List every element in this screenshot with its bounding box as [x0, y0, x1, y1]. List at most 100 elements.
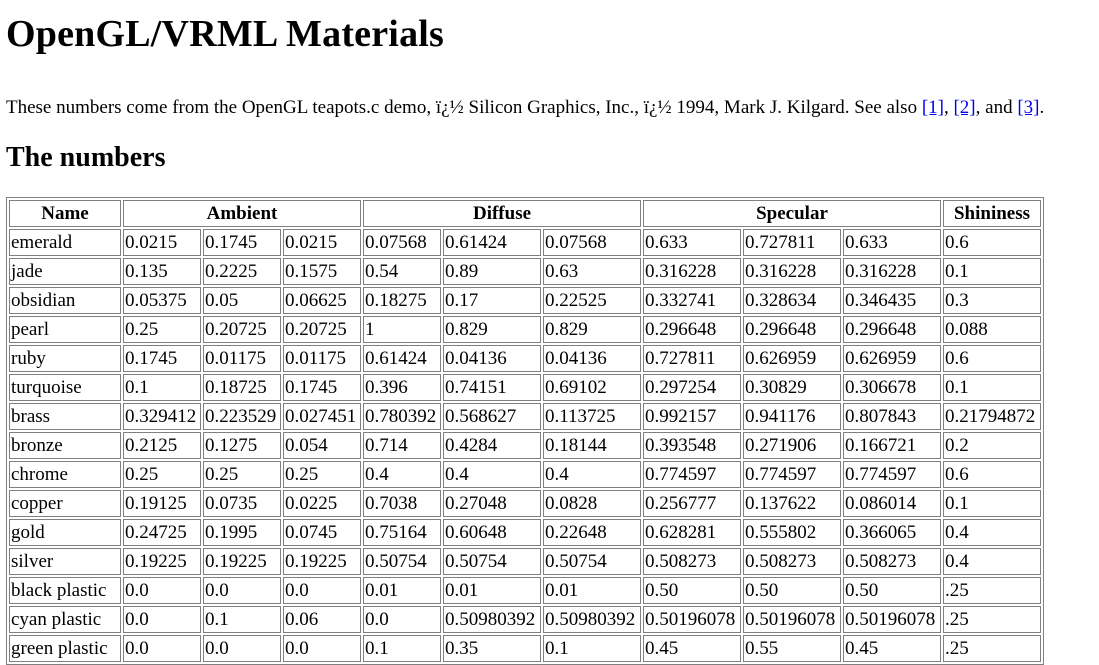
- cell-ambient-g: 0.223529: [203, 403, 281, 430]
- cell-diffuse-r: 0.396: [363, 374, 441, 401]
- cell-ambient-r: 0.329412: [123, 403, 201, 430]
- table-body: emerald 0.0215 0.1745 0.0215 0.07568 0.61424 0…: [9, 229, 1041, 662]
- cell-diffuse-b: 0.07568: [543, 229, 641, 256]
- cell-diffuse-r: 0.714: [363, 432, 441, 459]
- cell-ambient-g: 0.19225: [203, 548, 281, 575]
- cell-ambient-r: 0.1745: [123, 345, 201, 372]
- cell-diffuse-b: 0.18144: [543, 432, 641, 459]
- cell-diffuse-b: 0.04136: [543, 345, 641, 372]
- cell-ambient-g: 0.1995: [203, 519, 281, 546]
- cell-diffuse-r: 0.780392: [363, 403, 441, 430]
- cell-specular-b: 0.508273: [843, 548, 941, 575]
- cell-specular-g: 0.941176: [743, 403, 841, 430]
- cell-diffuse-b: 0.69102: [543, 374, 641, 401]
- cell-diffuse-r: 0.1: [363, 635, 441, 662]
- cell-name: pearl: [9, 316, 121, 343]
- cell-ambient-r: 0.25: [123, 461, 201, 488]
- cell-diffuse-r: 0.50754: [363, 548, 441, 575]
- reference-link-3[interactable]: [3]: [1017, 97, 1040, 118]
- cell-specular-b: 0.45: [843, 635, 941, 662]
- cell-ambient-b: 0.054: [283, 432, 361, 459]
- table-row: copper 0.19125 0.0735 0.0225 0.7038 0.27048 0.…: [9, 490, 1041, 517]
- cell-specular-r: 0.727811: [643, 345, 741, 372]
- cell-shininess: .25: [943, 635, 1041, 662]
- cell-ambient-b: 0.0745: [283, 519, 361, 546]
- cell-ambient-r: 0.24725: [123, 519, 201, 546]
- table-row: gold 0.24725 0.1995 0.0745 0.75164 0.60648 0.2…: [9, 519, 1041, 546]
- header-ambient: Ambient: [123, 200, 361, 227]
- cell-specular-b: 0.086014: [843, 490, 941, 517]
- cell-specular-b: 0.296648: [843, 316, 941, 343]
- cell-name: ruby: [9, 345, 121, 372]
- cell-diffuse-g: 0.01: [443, 577, 541, 604]
- cell-specular-r: 0.45: [643, 635, 741, 662]
- cell-diffuse-r: 0.4: [363, 461, 441, 488]
- cell-diffuse-r: 0.75164: [363, 519, 441, 546]
- cell-ambient-g: 0.01175: [203, 345, 281, 372]
- cell-diffuse-b: 0.113725: [543, 403, 641, 430]
- cell-ambient-g: 0.18725: [203, 374, 281, 401]
- cell-diffuse-r: 0.18275: [363, 287, 441, 314]
- cell-ambient-r: 0.0: [123, 606, 201, 633]
- cell-specular-b: 0.807843: [843, 403, 941, 430]
- cell-ambient-b: 0.06625: [283, 287, 361, 314]
- cell-specular-g: 0.727811: [743, 229, 841, 256]
- cell-specular-g: 0.774597: [743, 461, 841, 488]
- table-row: emerald 0.0215 0.1745 0.0215 0.07568 0.61424 0…: [9, 229, 1041, 256]
- cell-shininess: 0.3: [943, 287, 1041, 314]
- cell-specular-r: 0.316228: [643, 258, 741, 285]
- cell-ambient-r: 0.19225: [123, 548, 201, 575]
- cell-ambient-g: 0.20725: [203, 316, 281, 343]
- cell-specular-b: 0.626959: [843, 345, 941, 372]
- cell-diffuse-g: 0.60648: [443, 519, 541, 546]
- cell-name: black plastic: [9, 577, 121, 604]
- header-shininess: Shininess: [943, 200, 1041, 227]
- cell-shininess: 0.6: [943, 461, 1041, 488]
- cell-specular-g: 0.555802: [743, 519, 841, 546]
- cell-ambient-b: 0.19225: [283, 548, 361, 575]
- header-specular: Specular: [643, 200, 941, 227]
- cell-specular-r: 0.50196078: [643, 606, 741, 633]
- intro-text: These numbers come from the OpenGL teapo…: [6, 97, 922, 118]
- cell-diffuse-g: 0.50980392: [443, 606, 541, 633]
- cell-diffuse-r: 0.61424: [363, 345, 441, 372]
- cell-shininess: 0.4: [943, 548, 1041, 575]
- cell-specular-b: 0.50196078: [843, 606, 941, 633]
- cell-specular-g: 0.296648: [743, 316, 841, 343]
- table-row: black plastic 0.0 0.0 0.0 0.01 0.01 0.01 0.50 0.…: [9, 577, 1041, 604]
- cell-diffuse-g: 0.568627: [443, 403, 541, 430]
- table-row: bronze 0.2125 0.1275 0.054 0.714 0.4284 0.1814…: [9, 432, 1041, 459]
- cell-ambient-r: 0.0: [123, 635, 201, 662]
- cell-specular-r: 0.508273: [643, 548, 741, 575]
- reference-link-1[interactable]: [1]: [921, 97, 944, 118]
- cell-diffuse-b: 0.4: [543, 461, 641, 488]
- cell-specular-r: 0.633: [643, 229, 741, 256]
- cell-diffuse-r: 1: [363, 316, 441, 343]
- cell-specular-g: 0.508273: [743, 548, 841, 575]
- reference-link-2[interactable]: [2]: [953, 97, 976, 118]
- cell-shininess: 0.088: [943, 316, 1041, 343]
- cell-ambient-g: 0.2225: [203, 258, 281, 285]
- cell-shininess: 0.1: [943, 490, 1041, 517]
- cell-ambient-b: 0.0215: [283, 229, 361, 256]
- cell-shininess: 0.6: [943, 345, 1041, 372]
- cell-ambient-b: 0.1745: [283, 374, 361, 401]
- table-row: jade 0.135 0.2225 0.1575 0.54 0.89 0.63 0.31622…: [9, 258, 1041, 285]
- cell-name: turquoise: [9, 374, 121, 401]
- cell-specular-g: 0.137622: [743, 490, 841, 517]
- cell-diffuse-b: 0.22648: [543, 519, 641, 546]
- table-header-row: Name Ambient Diffuse Specular Shininess: [9, 200, 1041, 227]
- cell-diffuse-b: 0.63: [543, 258, 641, 285]
- cell-diffuse-b: 0.50980392: [543, 606, 641, 633]
- cell-ambient-g: 0.0: [203, 635, 281, 662]
- cell-diffuse-g: 0.27048: [443, 490, 541, 517]
- cell-ambient-b: 0.20725: [283, 316, 361, 343]
- intro-separator: ,: [943, 97, 954, 118]
- cell-shininess: 0.1: [943, 374, 1041, 401]
- cell-specular-g: 0.50196078: [743, 606, 841, 633]
- header-name: Name: [9, 200, 121, 227]
- cell-shininess: .25: [943, 606, 1041, 633]
- materials-table: Name Ambient Diffuse Specular Shininess …: [6, 197, 1044, 665]
- cell-diffuse-r: 0.0: [363, 606, 441, 633]
